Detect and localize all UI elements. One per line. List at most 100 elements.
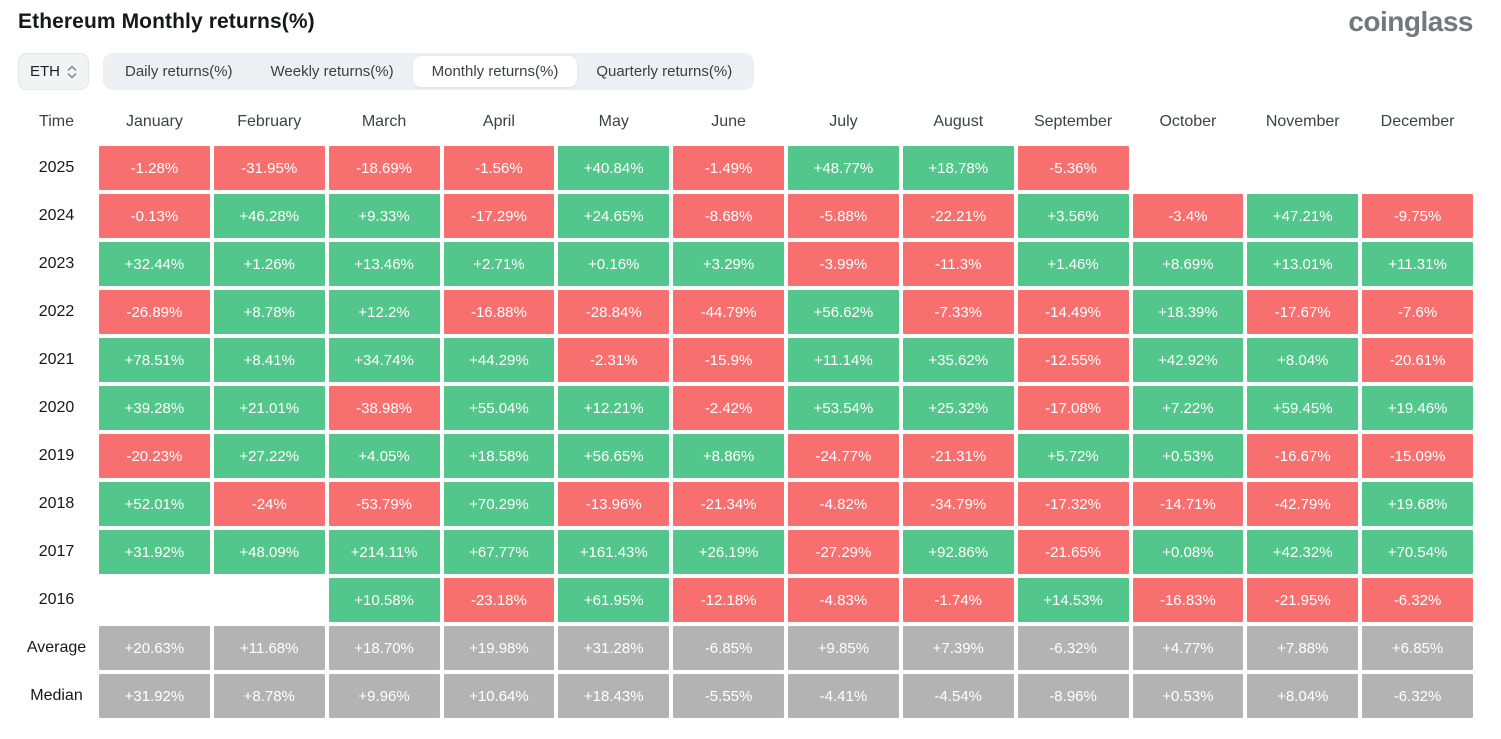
row-label: 2017: [38, 543, 75, 560]
return-cell: +24.65%: [558, 194, 670, 238]
return-cell: +25.32%: [902, 386, 1014, 430]
tab-daily[interactable]: Daily returns(%): [125, 63, 233, 80]
tab-weekly[interactable]: Weekly returns(%): [270, 63, 394, 80]
return-cell: -6.32%: [1017, 626, 1129, 670]
return-cell: +19.68%: [1362, 482, 1473, 526]
return-cell: -17.32%: [1017, 482, 1129, 526]
return-cell: -5.88%: [788, 194, 899, 238]
tab-quarterly[interactable]: Quarterly returns(%): [596, 63, 733, 80]
return-cell: -12.55%: [1017, 338, 1129, 382]
sort-updown-icon: [67, 65, 77, 79]
coinglass-logo: coinglass: [1348, 6, 1473, 37]
return-cell: -7.6%: [1362, 290, 1473, 334]
return-cell: +7.22%: [1132, 386, 1244, 430]
return-cell: +48.09%: [213, 530, 325, 574]
return-cell: +6.85%: [1362, 626, 1473, 670]
return-cell: +3.29%: [673, 242, 784, 286]
return-cell: -17.08%: [1017, 386, 1129, 430]
column-header: May: [598, 113, 629, 130]
row-label: 2025: [38, 159, 75, 176]
return-cell: +13.46%: [328, 242, 440, 286]
return-cell: +0.16%: [558, 242, 670, 286]
return-cell: -34.79%: [902, 482, 1014, 526]
return-cell: +78.51%: [99, 338, 210, 382]
return-cell: -6.32%: [1362, 578, 1473, 622]
return-cell: +0.08%: [1132, 530, 1244, 574]
return-cell: -27.29%: [788, 530, 899, 574]
return-cell: +161.43%: [558, 530, 670, 574]
return-cell: +19.98%: [443, 626, 555, 670]
return-cell: -53.79%: [328, 482, 440, 526]
tab-monthly[interactable]: Monthly returns(%): [412, 56, 578, 87]
return-cell: -12.18%: [673, 578, 784, 622]
return-cell: +40.84%: [558, 146, 670, 190]
return-cell: +18.70%: [328, 626, 440, 670]
row-label: 2019: [38, 447, 75, 464]
return-cell: +59.45%: [1247, 386, 1359, 430]
page: Ethereum Monthly returns(%) coinglass ET…: [18, 6, 1473, 718]
return-cell: -28.84%: [558, 290, 670, 334]
return-cell: +4.77%: [1132, 626, 1244, 670]
column-header: November: [1265, 113, 1340, 130]
return-cell: +42.92%: [1132, 338, 1244, 382]
return-cell: -17.67%: [1247, 290, 1359, 334]
return-cell: -21.31%: [902, 434, 1014, 478]
return-cell: +14.53%: [1017, 578, 1129, 622]
return-cell: +8.78%: [213, 290, 325, 334]
column-header: October: [1159, 113, 1217, 130]
page-title: Ethereum Monthly returns(%): [18, 10, 315, 33]
return-cell: -18.69%: [328, 146, 440, 190]
return-cell: [99, 578, 210, 622]
return-cell: -44.79%: [673, 290, 784, 334]
return-cell: +3.56%: [1017, 194, 1129, 238]
return-cell: -1.28%: [99, 146, 210, 190]
return-cell: -4.54%: [902, 674, 1014, 718]
return-cell: -21.65%: [1017, 530, 1129, 574]
column-header: April: [482, 113, 515, 130]
return-cell: +214.11%: [328, 530, 440, 574]
return-cell: +31.92%: [99, 674, 210, 718]
return-cell: +1.46%: [1017, 242, 1129, 286]
row-label: 2023: [38, 255, 75, 272]
return-cell: -38.98%: [328, 386, 440, 430]
symbol-select-value: ETH: [30, 63, 60, 80]
return-cell: -17.29%: [443, 194, 555, 238]
column-header: June: [711, 113, 746, 130]
return-cell: -11.3%: [902, 242, 1014, 286]
return-cell: +8.78%: [213, 674, 325, 718]
return-cell: +21.01%: [213, 386, 325, 430]
return-cell: [214, 578, 325, 622]
return-cell: +20.63%: [99, 626, 210, 670]
column-header: August: [933, 113, 984, 130]
return-cell: +18.78%: [902, 146, 1014, 190]
return-cell: -20.23%: [99, 434, 210, 478]
return-cell: -24.77%: [788, 434, 899, 478]
return-cell: -7.33%: [902, 290, 1014, 334]
return-cell: -4.83%: [788, 578, 899, 622]
return-cell: -2.42%: [673, 386, 784, 430]
return-cell: +35.62%: [902, 338, 1014, 382]
return-cell: -1.56%: [443, 146, 555, 190]
return-cell: -14.49%: [1017, 290, 1129, 334]
return-cell: +70.54%: [1362, 530, 1473, 574]
return-cell: +8.86%: [673, 434, 784, 478]
return-cell: +8.69%: [1132, 242, 1244, 286]
return-cell: +12.2%: [328, 290, 440, 334]
return-cell: +13.01%: [1247, 242, 1359, 286]
row-label: 2018: [38, 495, 75, 512]
return-cell: -22.21%: [902, 194, 1014, 238]
return-cell: +56.62%: [788, 290, 899, 334]
return-cell: -3.99%: [788, 242, 899, 286]
return-cell: [1133, 146, 1244, 190]
symbol-select[interactable]: ETH: [18, 53, 89, 90]
return-cell: +8.04%: [1247, 338, 1359, 382]
row-label: 2020: [38, 399, 75, 416]
return-cell: -21.34%: [673, 482, 784, 526]
return-cell: +0.53%: [1132, 674, 1244, 718]
return-cell: +7.39%: [902, 626, 1014, 670]
column-header: January: [125, 113, 183, 130]
return-cell: -21.95%: [1247, 578, 1359, 622]
return-cell: -8.68%: [673, 194, 784, 238]
return-cell: -8.96%: [1017, 674, 1129, 718]
return-cell: +5.72%: [1017, 434, 1129, 478]
